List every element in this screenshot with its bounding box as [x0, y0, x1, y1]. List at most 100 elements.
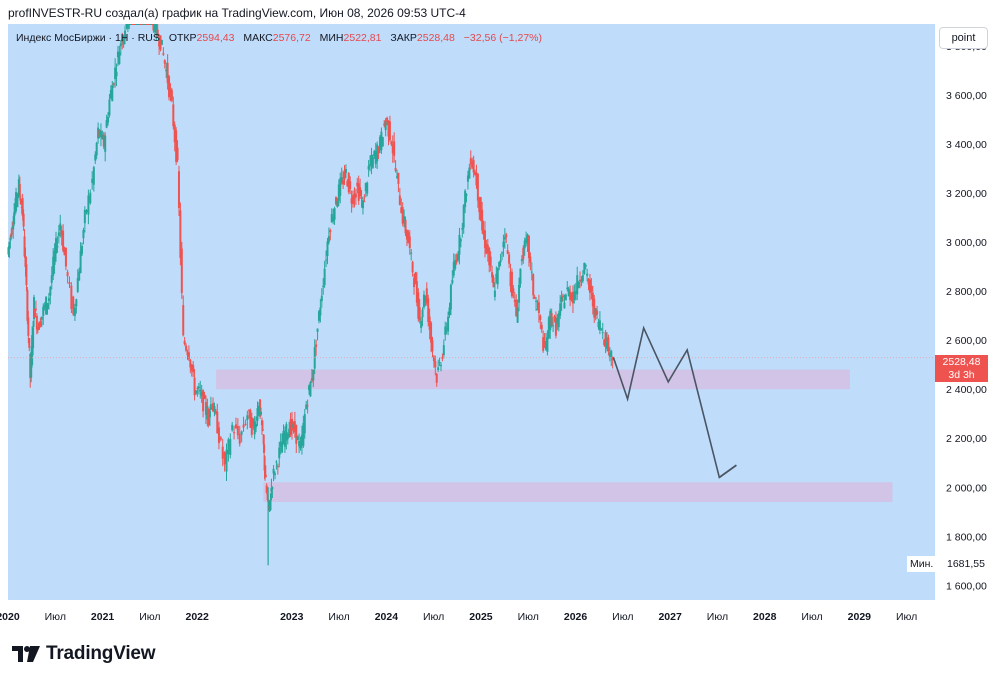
price-chart[interactable]: 1 600,00 1 800,00 2 000,00 2 200,00 2 400,00… [0, 24, 1000, 630]
candle-body [252, 418, 255, 427]
candle-body [454, 260, 457, 269]
candle-body [79, 250, 82, 274]
candle-body [552, 325, 555, 327]
candle-body [78, 271, 81, 281]
candle-body [464, 190, 467, 208]
y-tick-label: 3 400,00 [946, 139, 987, 151]
candle-body [234, 424, 237, 429]
candle-body [308, 385, 311, 391]
candle-body [593, 298, 596, 318]
candle-body [259, 399, 262, 417]
candle-body [445, 328, 448, 330]
candle-body [527, 236, 530, 259]
candle-body [525, 238, 528, 242]
min-price-marker: Мин. 1681,55 [907, 556, 989, 572]
candle-body [383, 123, 386, 126]
candle-body [601, 332, 604, 334]
candle-body [141, 24, 144, 25]
candle-body [186, 352, 189, 356]
high-value: 2576,72 [272, 32, 311, 44]
candle-body [203, 394, 206, 399]
candle-body [330, 214, 333, 223]
candle-body [175, 130, 178, 162]
chart-frame[interactable]: 1 600,00 1 800,00 2 000,00 2 200,00 2 400,00… [0, 24, 1000, 630]
x-tick-label: 2027 [658, 611, 682, 623]
candle-body [8, 242, 11, 250]
candle-body [557, 313, 560, 328]
candle-body [101, 134, 104, 139]
candle-body [563, 302, 566, 309]
candle-body [156, 29, 159, 37]
candle-body [590, 285, 593, 292]
x-tick-label: Июл [328, 611, 349, 623]
candle-body [455, 259, 458, 262]
x-tick-label: 2024 [375, 611, 399, 623]
candle-body [508, 254, 511, 264]
candle-body [408, 236, 411, 249]
candle-body [170, 90, 173, 101]
candle-body [483, 230, 486, 248]
candle-body [25, 264, 28, 285]
candle-body [291, 418, 294, 431]
candle-body [325, 259, 328, 261]
price-axis-panel [935, 24, 1000, 630]
candle-body [533, 296, 536, 299]
candle-body [381, 137, 384, 147]
candle-body [142, 24, 145, 25]
candle-body [374, 151, 377, 164]
candle-body [45, 296, 48, 315]
candle-body [472, 160, 475, 173]
candle-body [121, 39, 124, 43]
candle-body [111, 85, 114, 102]
candle-body [384, 120, 387, 131]
candle-body [19, 198, 22, 204]
plot-area [8, 24, 935, 600]
candle-body [293, 421, 296, 433]
candle-body [562, 295, 565, 297]
candle-body [112, 83, 115, 85]
candle-body [378, 136, 381, 151]
footer-brand[interactable]: TradingView [12, 643, 156, 665]
candle-body [340, 177, 343, 183]
candle-body [94, 154, 97, 161]
candle-body [265, 485, 268, 493]
y-tick-label: 1 600,00 [946, 580, 987, 592]
symbol-name[interactable]: Индекс МосБиржи · 1Н · RUS [16, 32, 160, 44]
candle-body [105, 120, 108, 128]
change-value: −32,56 (−1,27%) [463, 32, 543, 44]
last-price-badge: 2528,48 3d 3h [935, 355, 988, 382]
candle-body [569, 291, 572, 301]
candle-body [594, 308, 597, 316]
candle-body [225, 449, 228, 472]
candle-body [236, 425, 239, 436]
candle-body [72, 296, 75, 315]
candle-body [108, 99, 111, 116]
tradingview-logo-icon [12, 646, 40, 662]
candle-body [35, 315, 38, 330]
candle-body [10, 233, 13, 238]
candle-body [596, 310, 599, 315]
candle-body [559, 303, 562, 316]
candle-body [447, 316, 450, 332]
candle-body [564, 294, 567, 301]
candle-body [305, 404, 308, 409]
candle-body [437, 367, 440, 370]
candle-body [367, 166, 370, 170]
candle-body [151, 24, 154, 25]
candle-body [432, 356, 435, 362]
point-scale-button[interactable]: point [939, 27, 988, 49]
x-tick-label: 2025 [469, 611, 493, 623]
candle-body [506, 250, 509, 254]
candle-body [70, 285, 73, 309]
candle-body [442, 345, 445, 356]
candle-body [580, 280, 583, 282]
candle-body [457, 254, 460, 261]
candle-body [138, 24, 141, 25]
candle-body [579, 279, 582, 282]
y-tick-label: 2 200,00 [946, 433, 987, 445]
candle-body [339, 178, 342, 196]
candle-body [247, 409, 250, 411]
candle-body [544, 341, 547, 350]
candle-body [499, 260, 502, 263]
candle-body [196, 388, 199, 390]
